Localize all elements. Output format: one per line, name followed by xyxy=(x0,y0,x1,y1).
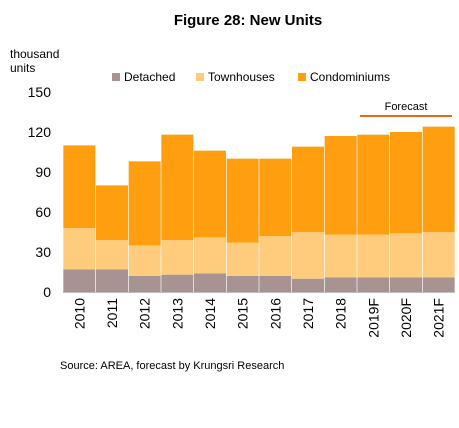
bar-segment-detached-2010 xyxy=(63,269,96,292)
bar-segment-condominiums-2018 xyxy=(324,136,357,235)
y-tick-label: 120 xyxy=(28,124,52,140)
bar-segment-condominiums-2016 xyxy=(259,158,292,236)
y-tick-label: 30 xyxy=(35,244,51,260)
chart-title: Figure 28: New Units xyxy=(174,12,322,29)
x-tick-label: 2013 xyxy=(169,298,185,329)
x-tick-label: 2019F xyxy=(365,298,381,338)
x-tick-label: 2015 xyxy=(235,298,251,329)
bars xyxy=(63,126,455,292)
x-tick-label: 2010 xyxy=(71,298,87,329)
x-tick-label: 2016 xyxy=(267,298,283,329)
bar-segment-townhouses-2018 xyxy=(324,234,357,278)
bar-segment-townhouses-2016 xyxy=(259,236,292,276)
legend-label-detached: Detached xyxy=(124,70,175,84)
y-tick-label: 0 xyxy=(43,284,51,300)
bar-segment-detached-2012 xyxy=(128,276,161,292)
bar-segment-condominiums-2012 xyxy=(128,161,161,246)
bar-segment-condominiums-2010 xyxy=(63,145,96,228)
bar-segment-detached-2015 xyxy=(226,276,259,292)
bar-segment-townhouses-2017 xyxy=(292,232,324,279)
bar-segment-townhouses-2015 xyxy=(226,242,259,276)
bar-segment-townhouses-2019F xyxy=(357,234,390,278)
bar-segment-townhouses-2014 xyxy=(194,237,226,274)
bar-segment-condominiums-2019F xyxy=(357,134,390,235)
bar-segment-condominiums-2011 xyxy=(96,185,128,240)
legend: Detached Townhouses Condominiums xyxy=(112,70,390,84)
bar-segment-detached-2018 xyxy=(324,277,357,292)
bar-segment-townhouses-2020F xyxy=(390,233,422,278)
x-tick-label: 2021F xyxy=(431,298,447,338)
x-axis-ticks: 2010 2011 2012 2013 2014 2015 2016 2017 2018 2019… xyxy=(71,298,446,338)
bar-segment-townhouses-2010 xyxy=(63,228,96,270)
bar-segment-detached-2014 xyxy=(194,273,226,292)
y-axis-ticks: 0 30 60 90 120 150 xyxy=(28,84,52,300)
legend-label-condominiums: Condominiums xyxy=(310,70,390,84)
bar-segment-detached-2011 xyxy=(96,269,128,292)
x-tick-label: 2011 xyxy=(104,298,120,328)
bar-segment-detached-2021F xyxy=(422,277,455,292)
bar-segment-detached-2017 xyxy=(292,278,324,292)
legend-swatch-townhouses xyxy=(196,73,204,81)
bar-segment-condominiums-2017 xyxy=(292,146,324,232)
x-tick-label: 2018 xyxy=(333,298,349,329)
bar-segment-condominiums-2020F xyxy=(390,132,422,234)
x-tick-label: 2020F xyxy=(398,298,414,338)
forecast-label: Forecast xyxy=(385,101,428,113)
source-note: Source: AREA, forecast by Krungsri Resea… xyxy=(60,360,284,372)
x-tick-label: 2014 xyxy=(202,298,218,329)
legend-swatch-detached xyxy=(112,73,120,81)
bar-segment-detached-2013 xyxy=(161,274,194,292)
bar-segment-townhouses-2021F xyxy=(422,232,455,278)
y-axis-unit-line-1: thousand xyxy=(10,47,59,61)
bar-segment-townhouses-2012 xyxy=(128,245,161,276)
y-axis-unit-line-2: units xyxy=(10,61,35,75)
bar-segment-townhouses-2011 xyxy=(96,240,128,270)
bar-segment-condominiums-2013 xyxy=(161,134,194,240)
x-tick-label: 2012 xyxy=(137,298,153,329)
forecast-annotation: Forecast xyxy=(360,101,452,117)
y-tick-label: 60 xyxy=(35,204,51,220)
y-tick-label: 90 xyxy=(35,164,51,180)
bar-segment-detached-2019F xyxy=(357,277,390,292)
legend-swatch-condominiums xyxy=(298,73,306,81)
bar-segment-townhouses-2013 xyxy=(161,240,194,275)
bar-segment-detached-2016 xyxy=(259,276,292,292)
legend-label-townhouses: Townhouses xyxy=(208,70,275,84)
bar-segment-condominiums-2021F xyxy=(422,126,455,232)
bar-segment-detached-2020F xyxy=(390,277,422,292)
y-tick-label: 150 xyxy=(28,84,52,100)
bar-segment-condominiums-2014 xyxy=(194,150,226,238)
bar-segment-condominiums-2015 xyxy=(226,158,259,243)
x-tick-label: 2017 xyxy=(300,298,316,329)
